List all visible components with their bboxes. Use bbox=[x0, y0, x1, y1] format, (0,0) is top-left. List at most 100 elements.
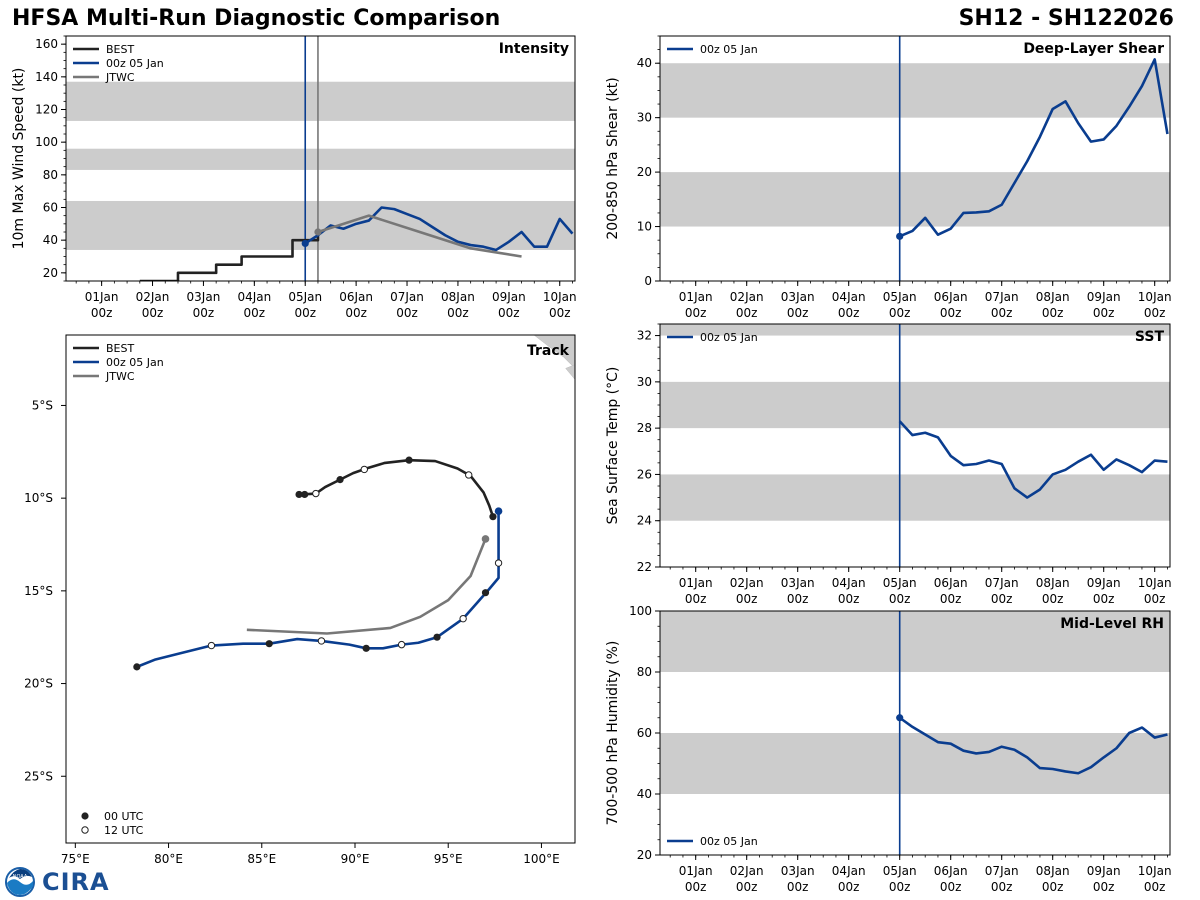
rh-xtick-label-date: 04Jan bbox=[832, 864, 866, 878]
track-xtick-label: 95°E bbox=[434, 852, 463, 866]
track-legend-label-1: 00z 05 Jan bbox=[106, 356, 164, 369]
figure-title: HFSA Multi-Run Diagnostic Comparison bbox=[12, 6, 501, 31]
sst-band-2 bbox=[660, 324, 1170, 336]
sst-xtick-label-hour: 00z bbox=[1042, 592, 1064, 606]
track-landmass-1 bbox=[565, 364, 575, 380]
sst-xtick-label-date: 07Jan bbox=[985, 576, 1019, 590]
sst-xtick-label-date: 08Jan bbox=[1036, 576, 1070, 590]
intensity-series-0-line bbox=[139, 232, 320, 281]
intensity-xtick-label-hour: 00z bbox=[193, 306, 215, 320]
rh-xtick-label-hour: 00z bbox=[889, 880, 911, 894]
rh-xtick-label-hour: 00z bbox=[1144, 880, 1166, 894]
track-marker-12utc bbox=[397, 640, 406, 649]
shear-xtick-label-date: 07Jan bbox=[985, 290, 1019, 304]
track-marker-00utc bbox=[489, 513, 497, 521]
track-marker-12utc bbox=[494, 559, 503, 567]
rh-xtick-label-hour: 00z bbox=[736, 880, 758, 894]
rh-xtick-label-hour: 00z bbox=[1042, 880, 1064, 894]
sst-xtick-label-hour: 00z bbox=[838, 592, 860, 606]
intensity-ytick-label: 80 bbox=[43, 168, 58, 182]
intensity-xtick-label-date: 09Jan bbox=[492, 290, 526, 304]
rh-panel-title: Mid-Level RH bbox=[1060, 616, 1164, 632]
shear-xtick-label-hour: 00z bbox=[736, 306, 758, 320]
sst-xtick-label-hour: 00z bbox=[787, 592, 809, 606]
intensity-ytick-label: 40 bbox=[43, 233, 58, 247]
rh-legend-label-0: 00z 05 Jan bbox=[700, 835, 758, 848]
track-marker-00utc bbox=[133, 663, 141, 671]
intensity-legend-label-2: JTWC bbox=[105, 71, 135, 84]
track-marker-legend-12-label: 12 UTC bbox=[104, 824, 144, 837]
track-marker-12utc bbox=[312, 489, 320, 498]
sst-xtick-label-hour: 00z bbox=[1144, 592, 1166, 606]
track-marker-00utc bbox=[301, 490, 309, 499]
cira-logo: CIRA bbox=[42, 868, 110, 896]
shear-series-0-start-marker bbox=[896, 232, 904, 240]
intensity-series-1-start-marker bbox=[301, 239, 309, 248]
intensity-xtick-label-date: 10Jan bbox=[543, 290, 577, 304]
intensity-series-1-line bbox=[304, 206, 574, 252]
intensity-ytick-label: 60 bbox=[43, 201, 58, 215]
rh-xtick-label-hour: 00z bbox=[838, 880, 860, 894]
intensity-xtick-label-hour: 00z bbox=[244, 306, 266, 320]
rh-ytick-label: 40 bbox=[637, 787, 652, 801]
intensity-panel-title: Intensity bbox=[499, 41, 569, 57]
shear-xtick-label-hour: 00z bbox=[889, 306, 911, 320]
intensity-legend-label-0: BEST bbox=[106, 43, 134, 56]
rh-band-0 bbox=[660, 733, 1170, 794]
track-series-2-start-marker bbox=[481, 535, 490, 543]
track-ytick-label: 5°S bbox=[32, 398, 53, 412]
rh-series-0-line bbox=[898, 716, 1168, 775]
panel-sst: 22 24 26 28 30 32 01Jan 00z 02Jan 00z 03Jan 00z 04Ja… bbox=[605, 323, 1172, 606]
panel-rh: 20 40 60 80 100 01Jan 00z 02Jan 00z 03Jan 00z 04Jan… bbox=[605, 604, 1172, 894]
shear-xtick-label-date: 03Jan bbox=[781, 290, 815, 304]
track-ytick-label: 25°S bbox=[24, 769, 53, 783]
sst-ytick-label: 24 bbox=[637, 514, 652, 528]
rh-xtick-label-date: 09Jan bbox=[1087, 864, 1121, 878]
intensity-ytick-label: 140 bbox=[35, 70, 58, 84]
shear-xtick-label-hour: 00z bbox=[685, 306, 707, 320]
track-marker-00utc bbox=[336, 476, 344, 484]
shear-ytick-label: 10 bbox=[637, 220, 652, 234]
shear-series-0-line bbox=[899, 58, 1169, 238]
sst-band-1 bbox=[660, 381, 1170, 429]
shear-ylabel: 200-850 hPa Shear (kt) bbox=[605, 77, 621, 239]
track-plot-area bbox=[133, 335, 575, 671]
track-marker-legend-00-icon bbox=[81, 812, 89, 820]
intensity-xtick-label-hour: 00z bbox=[549, 306, 571, 320]
shear-xtick-label-date: 09Jan bbox=[1087, 290, 1121, 304]
shear-band-0 bbox=[660, 172, 1170, 227]
shear-panel-title: Deep-Layer Shear bbox=[1023, 41, 1164, 57]
intensity-xtick-label-hour: 00z bbox=[447, 306, 469, 320]
rh-xtick-label-hour: 00z bbox=[787, 880, 809, 894]
sst-ytick-label: 26 bbox=[637, 467, 652, 481]
track-marker-12utc bbox=[459, 614, 467, 623]
rh-xtick-label-date: 03Jan bbox=[781, 864, 815, 878]
panel-shear: 0 10 20 30 40 01Jan 00z 02Jan 00z 03Jan 00z 04Jan 00… bbox=[605, 35, 1172, 320]
rh-ytick-label: 60 bbox=[637, 726, 652, 740]
track-series-1-line bbox=[136, 511, 500, 669]
sst-xtick-label-date: 01Jan bbox=[679, 576, 713, 590]
intensity-band-2 bbox=[66, 81, 575, 121]
shear-ytick-label: 40 bbox=[637, 56, 652, 70]
intensity-xtick-label-date: 06Jan bbox=[339, 290, 373, 304]
sst-frame bbox=[659, 323, 1171, 568]
rh-xtick-label-date: 10Jan bbox=[1138, 864, 1172, 878]
sst-ytick-label: 32 bbox=[637, 329, 652, 343]
intensity-xtick-label-hour: 00z bbox=[396, 306, 418, 320]
track-marker-00utc bbox=[265, 640, 273, 648]
shear-ytick-label: 20 bbox=[637, 165, 652, 179]
track-marker-00utc bbox=[295, 490, 303, 499]
track-marker-12utc bbox=[207, 641, 216, 650]
storm-id-title: SH12 - SH122026 bbox=[958, 6, 1174, 31]
sst-ytick-label: 30 bbox=[637, 375, 652, 389]
panel-track: 75°E 80°E 85°E 90°E 95°E 100°E 5°S 10°S 15°S 20°S… bbox=[24, 334, 576, 866]
track-ytick-label: 10°S bbox=[24, 491, 53, 505]
track-xtick-label: 80°E bbox=[154, 852, 183, 866]
rh-ytick-label: 100 bbox=[629, 604, 652, 618]
rh-xtick-label-hour: 00z bbox=[1093, 880, 1115, 894]
panel-intensity: 20 40 60 80 100 120 140 160 01Jan 00z 02Jan 00z 03Ja… bbox=[11, 35, 577, 320]
track-xtick-label: 85°E bbox=[247, 852, 276, 866]
intensity-xtick-label-hour: 00z bbox=[91, 306, 113, 320]
sst-xtick-label-hour: 00z bbox=[736, 592, 758, 606]
shear-xtick-label-hour: 00z bbox=[838, 306, 860, 320]
